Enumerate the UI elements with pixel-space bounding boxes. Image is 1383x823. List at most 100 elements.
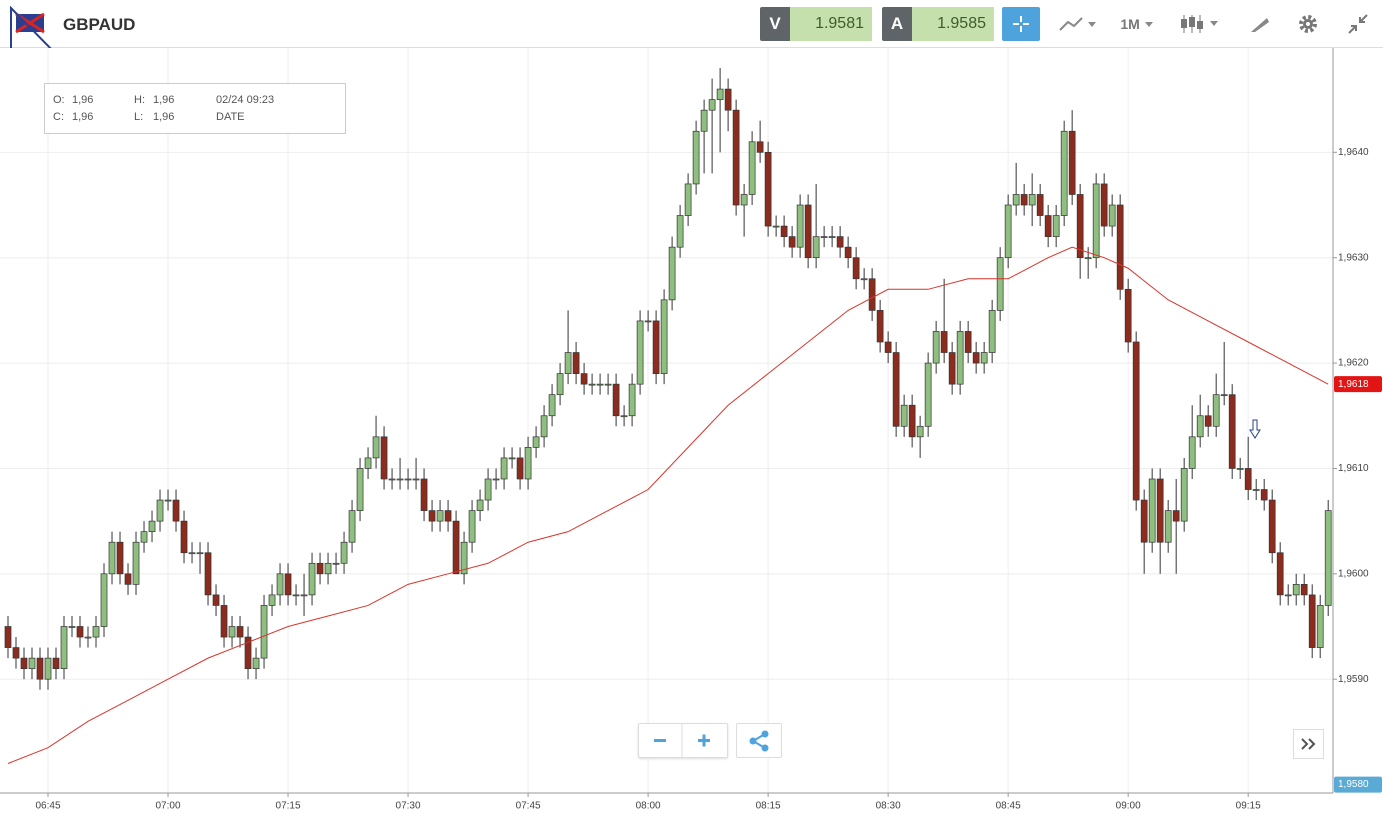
candle-body (932, 331, 940, 364)
candle-body (1204, 415, 1212, 427)
candle-body (1244, 468, 1252, 490)
candle-body (532, 436, 540, 448)
candle-body (620, 415, 628, 418)
candle-body (1220, 394, 1228, 397)
candle-body (1300, 584, 1308, 596)
date-label: DATE (216, 111, 245, 123)
candle-body (1212, 394, 1220, 427)
y-tick-label: 1,9590 (1338, 674, 1369, 685)
zoom-icons[interactable] (639, 724, 727, 757)
candle-body (916, 425, 924, 438)
candle-body (268, 594, 276, 606)
candle-body (508, 457, 516, 460)
settings-icon (1299, 15, 1317, 33)
close: 1,96 (72, 111, 94, 123)
candle-body (1188, 436, 1196, 469)
share-button[interactable] (736, 723, 782, 758)
candle-body (316, 562, 324, 575)
candle-body (1316, 605, 1324, 648)
candle-body (860, 278, 868, 281)
chart-type-button[interactable] (1050, 7, 1105, 41)
candle-body (1100, 183, 1108, 227)
candle-body (356, 468, 364, 511)
ask-price: 1.9585 (912, 7, 994, 41)
candle-body (188, 552, 196, 555)
scroll-icon (1301, 738, 1316, 750)
candle-body (308, 562, 316, 596)
settings-button[interactable] (1290, 7, 1326, 41)
candle-body (20, 657, 28, 670)
bid-button[interactable]: V 1.9581 (760, 7, 872, 41)
candle-body (124, 573, 132, 585)
candle-body (484, 478, 492, 501)
candle-body (140, 531, 148, 543)
candle-body (1236, 468, 1244, 470)
candle-body (596, 383, 604, 386)
candle-body (892, 352, 900, 427)
candle-body (476, 499, 484, 511)
candle-button[interactable] (1172, 7, 1227, 41)
candle-icon (1180, 15, 1218, 33)
candle-body (852, 257, 860, 280)
candle-body (772, 225, 780, 228)
candle-body (196, 552, 204, 555)
candle-body (324, 562, 332, 575)
candle-body (900, 404, 908, 427)
candle-body (468, 510, 476, 543)
interval-button[interactable]: 1M (1112, 7, 1162, 41)
price-marker (1334, 376, 1382, 393)
candle-body (844, 246, 852, 259)
candle-body (60, 626, 68, 670)
candle-body (820, 236, 828, 238)
signal-arrow (1249, 419, 1261, 439)
candle-body (652, 320, 660, 374)
scroll-end-button[interactable] (1293, 729, 1324, 759)
candle-body (100, 573, 108, 627)
candle-body (204, 552, 212, 596)
candle-body (924, 362, 932, 427)
candle-body (588, 383, 596, 386)
high-label: H: (134, 94, 145, 106)
candle-body (108, 541, 116, 575)
candle-body (636, 320, 644, 385)
candle-body (1108, 204, 1116, 227)
ohlc-info: O: 1,96 H: 1,96 02/24 09:23 C: 1,96 L: 1,96 … (44, 83, 346, 134)
candle-body (148, 520, 156, 533)
candle-body (12, 647, 20, 659)
candle-body (436, 510, 444, 522)
candle-body (1004, 204, 1012, 259)
candle-body (228, 626, 236, 638)
ask-button[interactable]: A 1.9585 (882, 7, 994, 41)
draw-button[interactable] (1240, 7, 1280, 41)
candle-body (380, 436, 388, 480)
price-marker-label: 1,9618 (1338, 379, 1369, 390)
candle-body (300, 594, 308, 597)
candle-body (340, 541, 348, 564)
candle-body (84, 636, 92, 639)
collapse-button[interactable] (1340, 7, 1376, 41)
candle-body (236, 626, 244, 638)
candle-body (1140, 499, 1148, 543)
candle-body (1052, 215, 1060, 237)
candle-body (868, 278, 876, 311)
y-tick-label: 1,9600 (1338, 568, 1369, 579)
crosshair-button[interactable] (1002, 7, 1040, 41)
candle-body (556, 373, 564, 396)
candle-body (828, 236, 836, 238)
candle-body (292, 594, 300, 597)
candle-body (612, 383, 620, 417)
candle-body (1044, 215, 1052, 237)
candle-body (1124, 288, 1132, 343)
candle-body (756, 141, 764, 153)
candle-body (164, 499, 172, 502)
candle-body (132, 541, 140, 585)
candle-body (676, 215, 684, 248)
candle-body (172, 499, 180, 522)
candle-body (1164, 510, 1172, 543)
candle-body (396, 478, 404, 481)
draw-icon (1251, 18, 1269, 32)
candle-body (492, 478, 500, 481)
candle-body (1020, 194, 1028, 206)
candle-body (364, 457, 372, 469)
